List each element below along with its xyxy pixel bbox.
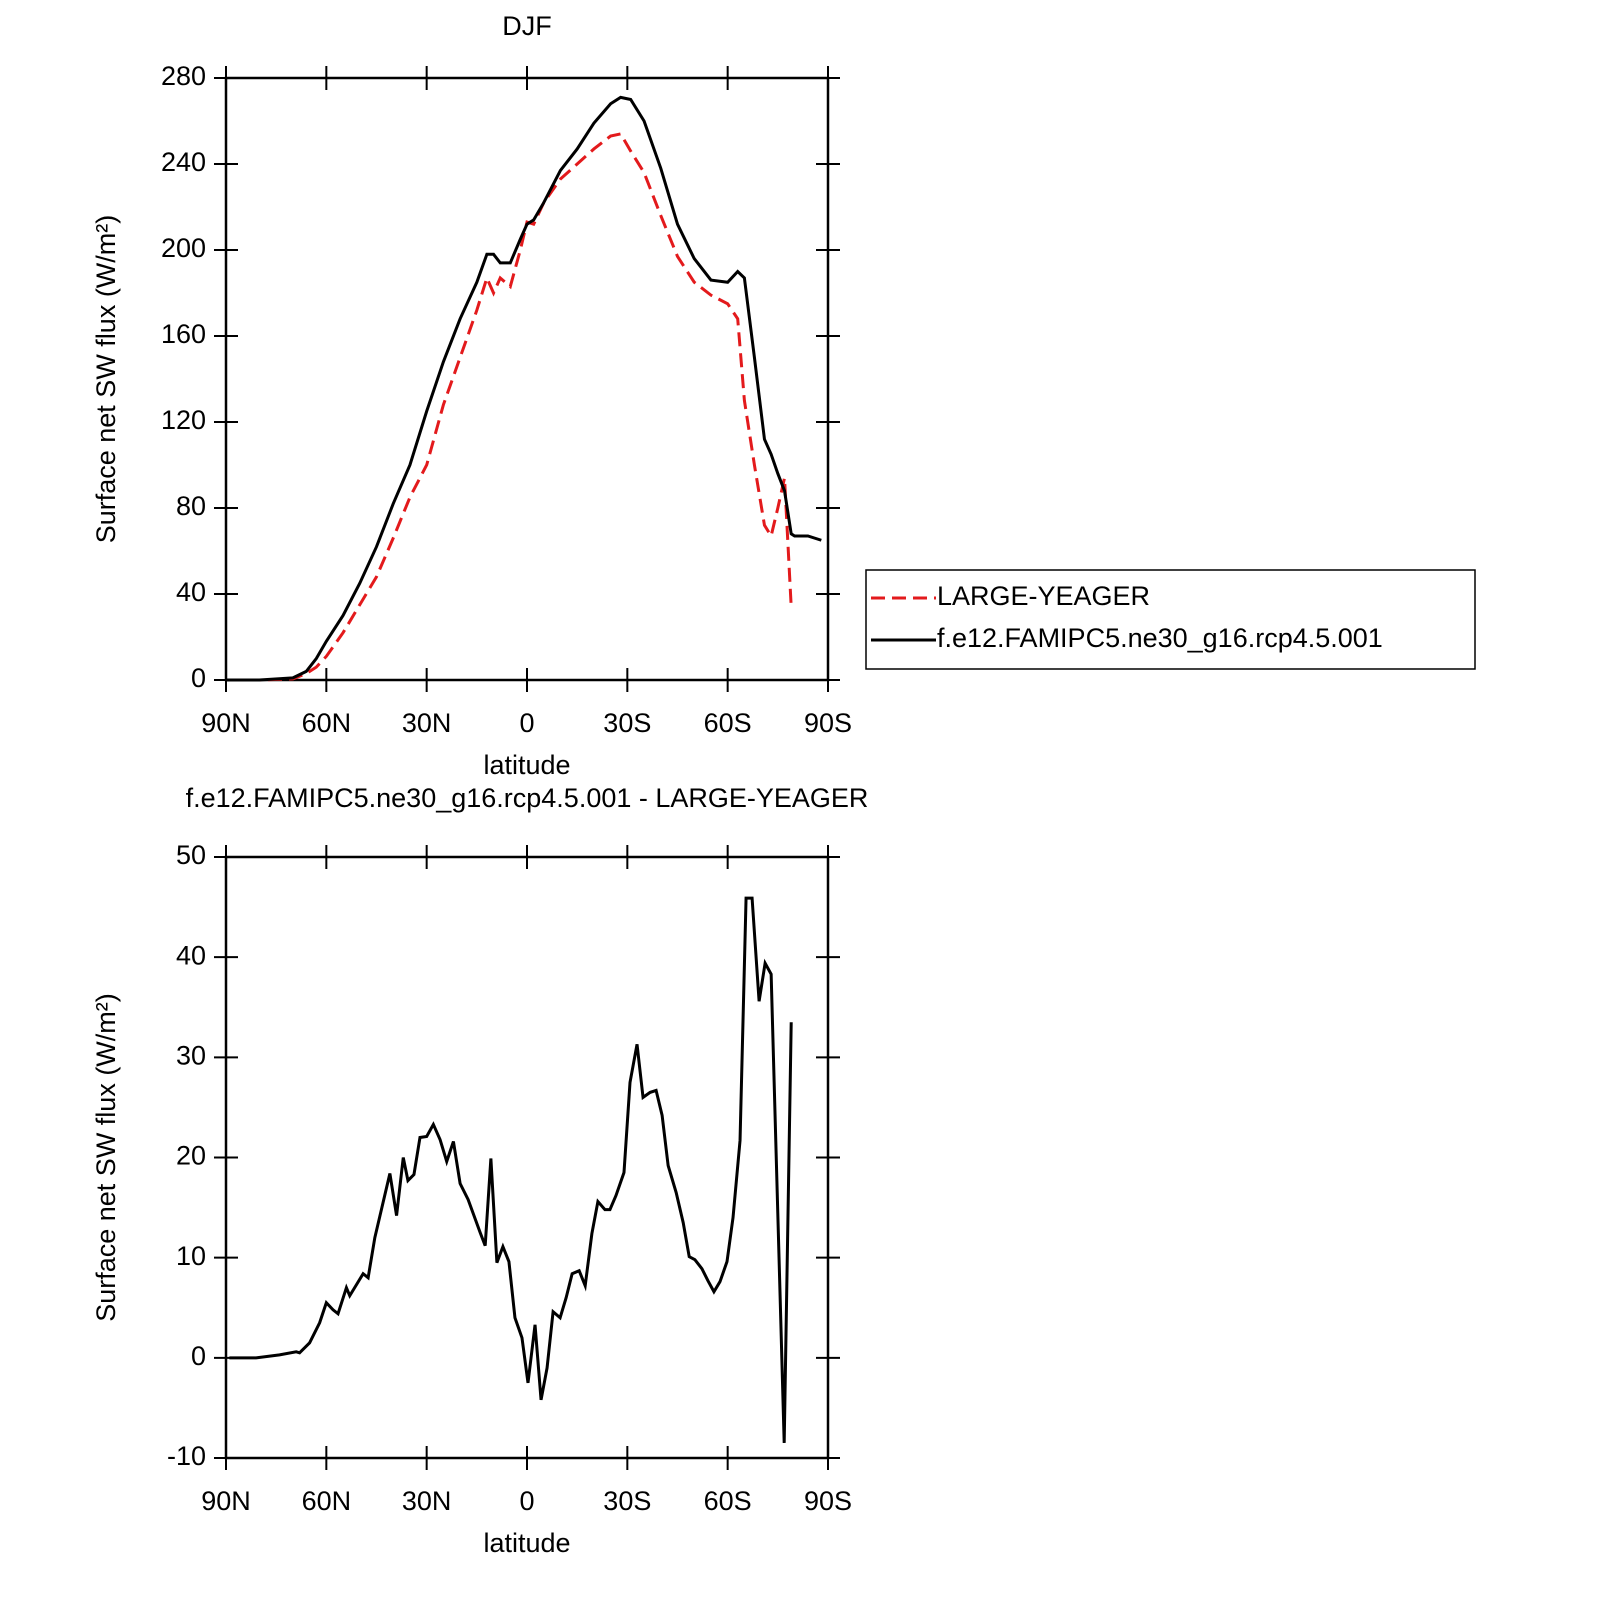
- y-tick-label: 20: [176, 1141, 206, 1171]
- x-tick-label: 60N: [302, 708, 352, 738]
- legend-label: LARGE-YEAGER: [937, 581, 1150, 611]
- y-tick-label: 10: [176, 1241, 206, 1271]
- x-tick-label: 60S: [704, 708, 752, 738]
- x-tick-label: 60N: [302, 1486, 352, 1516]
- y-tick-label: 40: [176, 577, 206, 607]
- legend-label: f.e12.FAMIPC5.ne30_g16.rcp4.5.001: [937, 623, 1383, 653]
- x-tick-label: 0: [519, 1486, 534, 1516]
- x-tick-label: 30N: [402, 708, 452, 738]
- x-tick-label: 90N: [201, 708, 251, 738]
- y-axis-label: Surface net SW flux (W/m²): [91, 993, 121, 1322]
- x-tick-label: 90N: [201, 1486, 251, 1516]
- data-line: [226, 132, 793, 682]
- y-tick-label: -10: [167, 1441, 206, 1471]
- x-tick-label: 30S: [603, 1486, 651, 1516]
- x-axis-label: latitude: [483, 750, 570, 780]
- chart-title: DJF: [502, 11, 552, 41]
- chart-title: f.e12.FAMIPC5.ne30_g16.rcp4.5.001 - LARG…: [186, 783, 869, 813]
- y-tick-label: 120: [161, 405, 206, 435]
- x-tick-label: 30N: [402, 1486, 452, 1516]
- y-tick-label: 280: [161, 61, 206, 91]
- y-tick-label: 240: [161, 147, 206, 177]
- x-axis-label: latitude: [483, 1528, 570, 1558]
- x-tick-label: 90S: [804, 1486, 852, 1516]
- y-tick-label: 0: [191, 663, 206, 693]
- x-tick-label: 30S: [603, 708, 651, 738]
- data-line: [226, 95, 822, 682]
- y-tick-label: 0: [191, 1341, 206, 1371]
- legend-box: [865, 569, 1476, 670]
- y-tick-label: 30: [176, 1040, 206, 1070]
- y-tick-label: 80: [176, 491, 206, 521]
- data-line: [229, 896, 793, 1444]
- y-tick-label: 160: [161, 319, 206, 349]
- plot-frame: [224, 855, 830, 1460]
- plot-frame: [224, 76, 830, 682]
- x-tick-label: 60S: [704, 1486, 752, 1516]
- x-tick-label: 0: [519, 708, 534, 738]
- y-tick-label: 50: [176, 840, 206, 870]
- x-tick-label: 90S: [804, 708, 852, 738]
- y-tick-label: 40: [176, 940, 206, 970]
- y-axis-label: Surface net SW flux (W/m²): [91, 215, 121, 544]
- y-tick-label: 200: [161, 233, 206, 263]
